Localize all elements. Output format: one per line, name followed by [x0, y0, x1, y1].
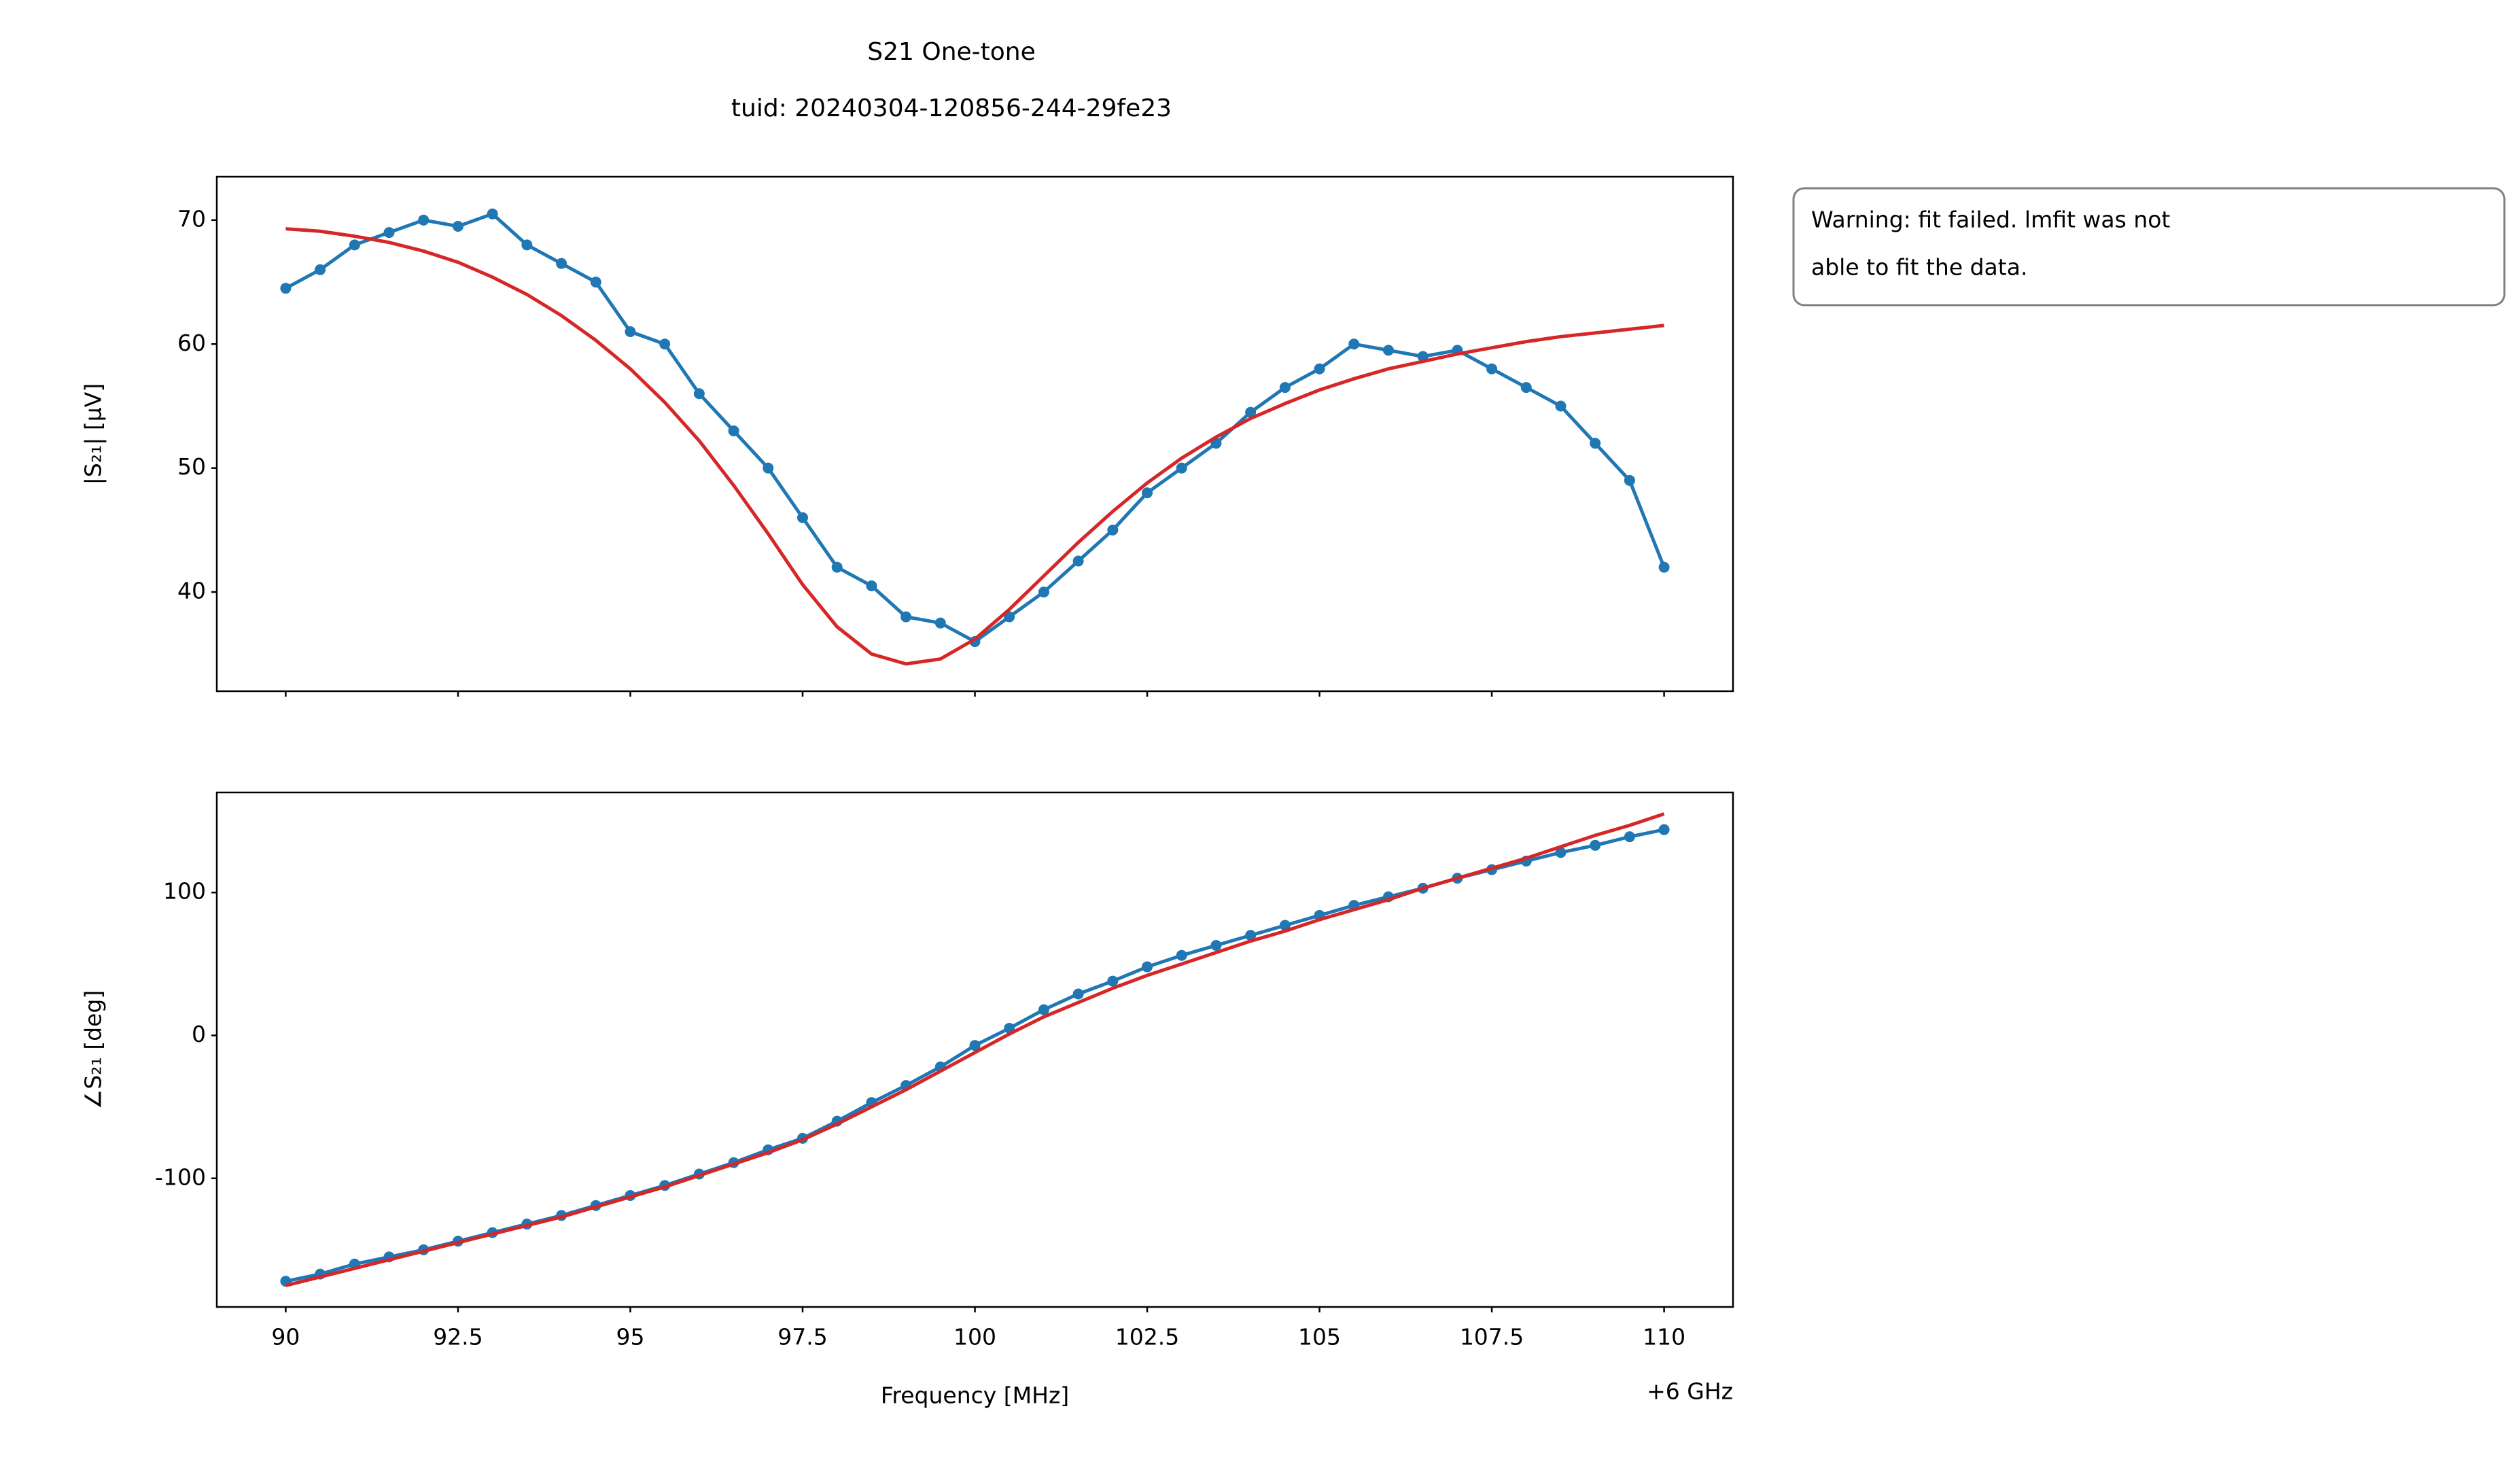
- axes-frame: [215, 175, 1734, 693]
- y-tick-label: -100: [155, 1164, 206, 1190]
- data-point: [1107, 975, 1119, 987]
- plot-area: [280, 812, 1670, 1287]
- y-tick-label: 0: [192, 1021, 206, 1047]
- data-point: [1004, 611, 1015, 623]
- data-point: [900, 611, 912, 623]
- x-tick-label: 100: [953, 1324, 996, 1350]
- data-point: [452, 220, 463, 232]
- y-tick-label: 70: [177, 205, 206, 232]
- data-point: [659, 338, 671, 350]
- data-point: [1245, 406, 1257, 418]
- data-point: [1176, 462, 1187, 474]
- data-point: [934, 617, 946, 629]
- data-point: [1142, 961, 1153, 973]
- data-point: [1279, 920, 1291, 931]
- chart-subtitle: tuid: 20240304-120856-244-29fe23: [731, 94, 1172, 122]
- data-point: [1382, 345, 1394, 356]
- annotation: able to fit the data.: [1811, 254, 2027, 281]
- x-axis-label: Frequency [MHz]: [881, 1382, 1069, 1409]
- data-point: [1624, 474, 1635, 486]
- series-line: [285, 812, 1665, 1287]
- series-line: [285, 227, 1664, 666]
- data-point: [1038, 1004, 1049, 1015]
- y-axis-label: |S₂₁| [µV]: [80, 383, 107, 485]
- plot-area: [280, 208, 1670, 666]
- data-point: [763, 462, 774, 474]
- data-point: [487, 208, 498, 220]
- data-point: [1245, 930, 1257, 941]
- data-point: [1624, 831, 1635, 843]
- data-point: [556, 258, 567, 269]
- data-point: [728, 425, 739, 436]
- data-point: [1520, 382, 1532, 394]
- data-point: [1072, 555, 1084, 567]
- data-point: [1590, 839, 1601, 851]
- data-point: [625, 326, 636, 338]
- y-tick-label: 100: [163, 878, 206, 905]
- y-tick-label: 40: [177, 578, 206, 604]
- x-tick-label: 90: [271, 1324, 300, 1350]
- data-point: [866, 580, 877, 591]
- data-point: [1176, 949, 1187, 961]
- x-tick-label: 95: [616, 1324, 644, 1350]
- data-point: [831, 561, 843, 573]
- data-point: [1038, 587, 1049, 598]
- data-point: [1210, 939, 1222, 951]
- data-point: [1348, 338, 1360, 350]
- x-tick-label: 92.5: [433, 1324, 483, 1350]
- y-axis-label: ∠S₂₁ [deg]: [80, 990, 107, 1109]
- annotation: Warning: fit failed. lmfit was not: [1811, 207, 2170, 233]
- series-line: [285, 828, 1665, 1283]
- data-point: [693, 388, 705, 400]
- y-tick-label: 50: [177, 453, 206, 480]
- data-point: [797, 512, 808, 523]
- y-tick-label: 60: [177, 330, 206, 356]
- x-tick-label: 107.5: [1460, 1324, 1524, 1350]
- x-offset-label: +6 GHz: [1647, 1378, 1733, 1405]
- data-point: [1658, 561, 1670, 573]
- data-point: [1107, 524, 1119, 536]
- x-tick-label: 105: [1298, 1324, 1341, 1350]
- data-point: [349, 239, 360, 251]
- annotation-box: [1792, 187, 2506, 307]
- data-point: [1555, 847, 1567, 858]
- data-point: [1072, 988, 1084, 1000]
- x-tick-label: 97.5: [777, 1324, 827, 1350]
- data-point: [1658, 824, 1670, 835]
- chart-title: S21 One-tone: [867, 38, 1036, 66]
- data-point: [418, 214, 430, 226]
- data-point: [1486, 363, 1498, 374]
- data-point: [521, 239, 533, 251]
- data-point: [1314, 363, 1325, 374]
- axes-frame: [215, 791, 1734, 1308]
- data-point: [1555, 400, 1567, 412]
- x-tick-label: 110: [1643, 1324, 1685, 1350]
- data-point: [280, 283, 292, 294]
- data-point: [383, 227, 395, 239]
- data-point: [315, 264, 326, 275]
- data-point: [1279, 382, 1291, 394]
- data-point: [1590, 438, 1601, 449]
- data-point: [590, 277, 601, 288]
- data-point: [969, 1040, 981, 1051]
- x-tick-label: 102.5: [1115, 1324, 1179, 1350]
- data-point: [1142, 487, 1153, 499]
